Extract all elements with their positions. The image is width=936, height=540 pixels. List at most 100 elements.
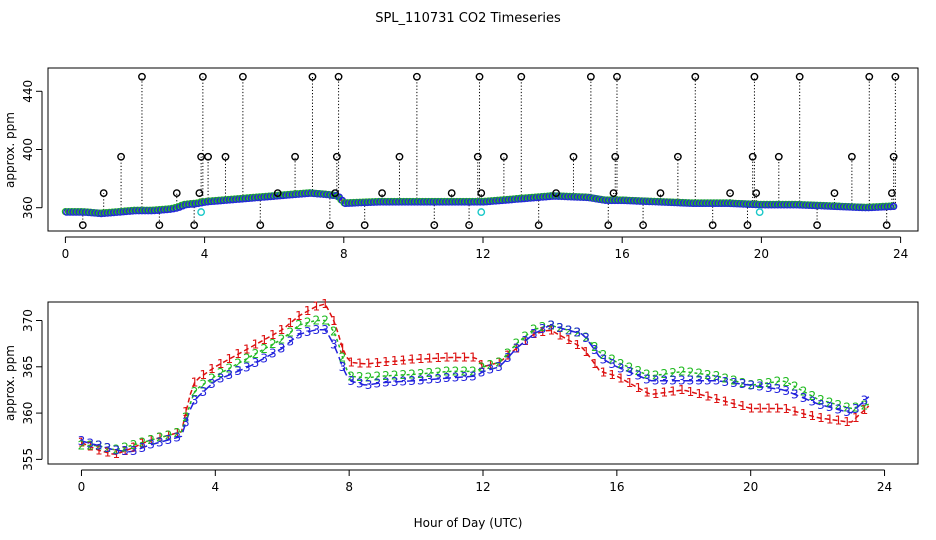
bottom-series-1-point: 1 [330,314,338,328]
top-spike-point [708,221,717,230]
bottom-series-2-point: 2 [721,371,729,385]
bottom-series-3-point: 3 [269,346,277,360]
bottom-y-axis-label: approx. ppm [3,345,17,421]
bottom-series-1-point: 1 [826,412,834,426]
bottom-series-2-point: 2 [661,367,669,381]
bottom-x-tick-label: 8 [345,480,353,494]
top-x-tick-label: 4 [201,247,209,261]
bottom-series-3-point: 3 [634,369,642,383]
bottom-series-2-point: 2 [165,428,173,442]
bottom-series-3-point: 3 [782,384,790,398]
bottom-series-3-point: 3 [695,374,703,388]
top-spike-point [613,72,621,81]
bottom-series-1-point: 1 [286,316,294,330]
top-data-marks [61,72,900,230]
bottom-x-tick-label: 4 [211,480,219,494]
bottom-series-2-point: 2 [565,323,573,337]
bottom-series-2-point: 2 [791,380,799,394]
bottom-series-1-point: 1 [861,403,869,417]
bottom-series-1-point: 1 [661,386,669,400]
bottom-series-3-point: 3 [400,374,408,388]
bottom-series-3-point: 3 [661,374,669,388]
top-spike-point [609,189,618,198]
bottom-series-3-point: 3 [304,325,312,339]
bottom-series-2-point: 2 [347,369,355,383]
bottom-series-3-point: 3 [252,356,260,370]
bottom-series-3-point: 3 [104,441,112,455]
bottom-series-3-point: 3 [617,361,625,375]
bottom-series-1-point: 1 [521,334,529,348]
bottom-series-3-point: 3 [469,369,477,383]
bottom-series-2-point: 2 [295,318,303,332]
bottom-series-2-point: 2 [521,329,529,343]
bottom-series-3-point: 3 [835,403,843,417]
bottom-series-1-point: 1 [252,338,260,352]
bottom-series-3-point: 3 [95,439,103,453]
bottom-series-3-point: 3 [173,431,181,445]
bottom-series-1-point: 1 [391,354,399,368]
bottom-series-3-point: 3 [565,323,573,337]
top-spike-point [273,189,282,198]
bottom-series-2-point: 2 [278,332,286,346]
bottom-series-1-point: 1 [695,387,703,401]
bottom-series-1-point: 1 [582,345,590,359]
bottom-series-2-point: 2 [443,365,451,379]
bottom-series-3-point: 3 [182,415,190,429]
bottom-x-tick-label: 24 [877,480,892,494]
bottom-series-1-point: 1 [739,399,747,413]
bottom-series-2-point: 2 [739,376,747,390]
bottom-series-1-point: 1 [182,405,190,419]
bottom-series-1-point: 1 [513,341,521,355]
top-x-tick-label: 12 [475,247,490,261]
top-spike-point [308,72,317,81]
bottom-series-1-point: 1 [487,358,495,372]
bottom-series-3-point: 3 [199,385,207,399]
bottom-series-3-point: 3 [391,375,399,389]
top-spike-point [673,152,682,161]
bottom-series-1-point: 1 [678,383,686,397]
top-y-tick-label: 400 [21,138,35,161]
bottom-series-3-point: 3 [408,374,416,388]
bottom-series-1-point: 1 [591,357,599,371]
bottom-series-1-point: 1 [600,365,608,379]
top-spike-point [331,189,339,198]
bottom-series-3-point: 3 [260,351,268,365]
bottom-series-2-point: 2 [226,361,234,375]
bottom-series-3-point: 3 [626,365,634,379]
bottom-series-3-point: 3 [417,373,425,387]
bottom-series-1-point: 1 [469,351,477,365]
bottom-series-1-point: 1 [817,411,825,425]
bottom-series-1-point: 1 [382,355,390,369]
bottom-series-2-point: 2 [843,400,851,414]
top-x-tick-label: 20 [754,247,769,261]
bottom-series-1-point: 1 [208,362,216,376]
bottom-series-2-point: 2 [260,342,268,356]
bottom-series-3-point: 3 [313,323,321,337]
bottom-y-tick-label: 370 [21,309,35,332]
bottom-series-3-point: 3 [208,377,216,391]
top-spike-point [586,72,595,81]
bottom-series-3-point: 3 [669,374,677,388]
top-spike-point [691,72,700,81]
bottom-series-1-point: 1 [460,351,468,365]
bottom-series-line-2 [81,319,869,451]
top-spike-point [473,152,482,161]
bottom-series-1-point: 1 [191,376,199,390]
bottom-series-1-point: 1 [243,342,251,356]
bottom-series-3-point: 3 [226,368,234,382]
bottom-series-2-point: 2 [808,389,816,403]
bottom-series-2-point: 2 [112,443,120,457]
top-spike-point [256,221,265,230]
top-spike-point [752,189,761,198]
bottom-series-3-point: 3 [739,377,747,391]
bottom-series-1-point: 1 [495,355,503,369]
top-spike-point [552,189,560,198]
bottom-x-axis: 0 4 8 12 16 20 24 [78,469,892,494]
bottom-x-tick-label: 0 [78,480,86,494]
top-spike-point [172,189,181,198]
top-spike-point [750,72,759,81]
bottom-series-2-point: 2 [617,357,625,371]
top-spike-point [656,189,665,198]
bottom-series-2-point: 2 [730,374,738,388]
